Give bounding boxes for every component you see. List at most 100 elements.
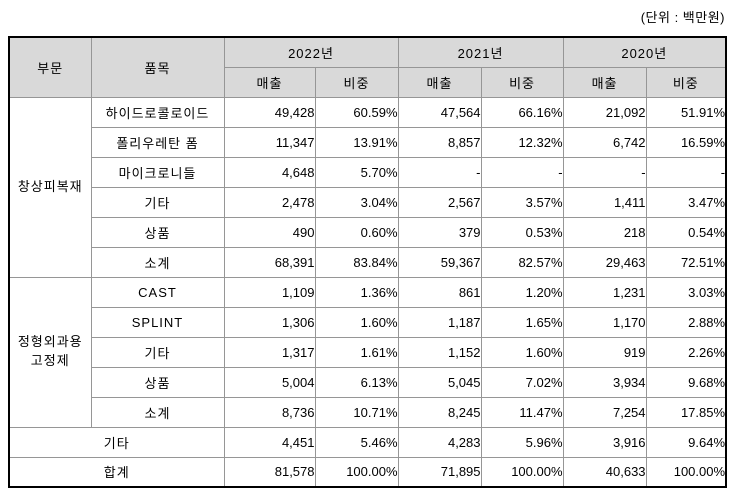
header-division: 부문 [8, 36, 92, 98]
sales-cell: 1,109 [223, 276, 316, 308]
share-cell: 1.60% [314, 306, 399, 338]
item-cell: 폴리우레탄 폼 [90, 126, 225, 158]
table-row: 기타 1,317 1.61% 1,152 1.60% 919 2.26% [9, 336, 727, 368]
table-row: 상품 490 0.60% 379 0.53% 218 0.54% [9, 216, 727, 248]
share-cell: 2.26% [645, 336, 727, 368]
table-row: 폴리우레탄 폼 11,347 13.91% 8,857 12.32% 6,742 16.59… [9, 126, 727, 158]
sales-cell: 4,451 [223, 426, 316, 458]
sales-cell: 379 [397, 216, 482, 248]
table-header: 부문 품목 2022년 2021년 2020년 매출 비중 매출 비중 매출 비… [8, 36, 727, 98]
table-row: 창상피복재 하이드로콜로이드 49,428 60.59% 47,564 66.16% 21,… [8, 96, 727, 278]
table-row: 소계 8,736 10.71% 8,245 11.47% 7,254 17.85% [9, 396, 727, 428]
share-cell: 1.61% [314, 336, 399, 368]
sales-cell: 1,317 [223, 336, 316, 368]
header-sales-2021: 매출 [397, 66, 482, 98]
sales-cell: 7,254 [562, 396, 647, 428]
sales-cell: 81,578 [223, 456, 316, 488]
sales-cell: 4,648 [223, 156, 316, 188]
sales-cell: 3,916 [562, 426, 647, 458]
sales-cell: 2,567 [397, 186, 482, 218]
sales-cell: 29,463 [562, 246, 647, 278]
share-cell: 9.68% [645, 366, 727, 398]
table-body: 창상피복재 하이드로콜로이드 49,428 60.59% 47,564 66.16% 21,… [8, 96, 727, 488]
division-cell: 창상피복재 [8, 96, 92, 278]
share-cell: 3.57% [480, 186, 564, 218]
item-cell: 상품 [90, 366, 225, 398]
share-cell: 16.59% [645, 126, 727, 158]
sales-cell: 1,411 [562, 186, 647, 218]
sales-cell: 2,478 [223, 186, 316, 218]
header-year-2021: 2021년 [397, 36, 564, 68]
sales-cell: 8,245 [397, 396, 482, 428]
table-row: 마이크로니들 4,648 5.70% - - - - [9, 156, 727, 188]
item-cell: 소계 [90, 246, 225, 278]
revenue-table: 부문 품목 2022년 2021년 2020년 매출 비중 매출 비중 매출 비… [8, 36, 728, 488]
share-cell: 82.57% [480, 246, 564, 278]
sales-cell: 49,428 [223, 96, 316, 128]
share-cell: 13.91% [314, 126, 399, 158]
header-row-years: 부문 품목 2022년 2021년 2020년 [8, 36, 727, 98]
item-cell: 하이드로콜로이드 [90, 96, 225, 128]
sales-cell: 1,152 [397, 336, 482, 368]
sales-cell: 1,170 [562, 306, 647, 338]
table-row: 소계 68,391 83.84% 59,367 82.57% 29,463 72.51% [9, 246, 727, 278]
table-row: 기타 2,478 3.04% 2,567 3.57% 1,411 3.47% [9, 186, 727, 218]
table-footer-row: 기타 4,451 5.46% 4,283 5.96% 3,916 9.64% [8, 426, 727, 458]
item-cell: 마이크로니들 [90, 156, 225, 188]
share-cell: 17.85% [645, 396, 727, 428]
header-share-2020: 비중 [645, 66, 727, 98]
share-cell: 11.47% [480, 396, 564, 428]
sales-cell: 8,857 [397, 126, 482, 158]
header-year-2020: 2020년 [562, 36, 727, 68]
footer-label-cell: 합계 [8, 456, 225, 488]
share-cell: 12.32% [480, 126, 564, 158]
sales-cell: - [397, 156, 482, 188]
share-cell: 72.51% [645, 246, 727, 278]
sales-cell: 4,283 [397, 426, 482, 458]
share-cell: 10.71% [314, 396, 399, 428]
sales-cell: 861 [397, 276, 482, 308]
header-share-2022: 비중 [314, 66, 399, 98]
share-cell: - [645, 156, 727, 188]
share-cell: 9.64% [645, 426, 727, 458]
share-cell: 1.36% [314, 276, 399, 308]
share-cell: 100.00% [480, 456, 564, 488]
share-cell: 3.03% [645, 276, 727, 308]
item-cell: 소계 [90, 396, 225, 428]
footer-label-cell: 기타 [8, 426, 225, 458]
header-share-2021: 비중 [480, 66, 564, 98]
share-cell: 5.96% [480, 426, 564, 458]
share-cell: 7.02% [480, 366, 564, 398]
table-row: SPLINT 1,306 1.60% 1,187 1.65% 1,170 2.88% [9, 306, 727, 338]
sales-cell: 1,231 [562, 276, 647, 308]
share-cell: 100.00% [314, 456, 399, 488]
share-cell: 6.13% [314, 366, 399, 398]
table-row: 상품 5,004 6.13% 5,045 7.02% 3,934 9.68% [9, 366, 727, 398]
sales-cell: 68,391 [223, 246, 316, 278]
division-cell: 정형외과용 고정제 [8, 276, 92, 428]
sales-cell: 5,045 [397, 366, 482, 398]
item-cell: 기타 [90, 336, 225, 368]
share-cell: 1.65% [480, 306, 564, 338]
item-cell: SPLINT [90, 306, 225, 338]
item-cell: 기타 [90, 186, 225, 218]
sales-cell: 40,633 [562, 456, 647, 488]
sales-cell: 59,367 [397, 246, 482, 278]
sales-cell: 21,092 [562, 96, 647, 128]
share-cell: 1.60% [480, 336, 564, 368]
share-cell: 1.20% [480, 276, 564, 308]
sales-cell: 1,187 [397, 306, 482, 338]
share-cell: - [480, 156, 564, 188]
share-cell: 0.53% [480, 216, 564, 248]
sales-cell: 3,934 [562, 366, 647, 398]
share-cell: 83.84% [314, 246, 399, 278]
sales-cell: 71,895 [397, 456, 482, 488]
sales-cell: 11,347 [223, 126, 316, 158]
header-item: 품목 [90, 36, 225, 98]
header-sales-2022: 매출 [223, 66, 316, 98]
share-cell: 5.46% [314, 426, 399, 458]
header-sales-2020: 매출 [562, 66, 647, 98]
sales-cell: 218 [562, 216, 647, 248]
share-cell: 60.59% [314, 96, 399, 128]
share-cell: 0.60% [314, 216, 399, 248]
